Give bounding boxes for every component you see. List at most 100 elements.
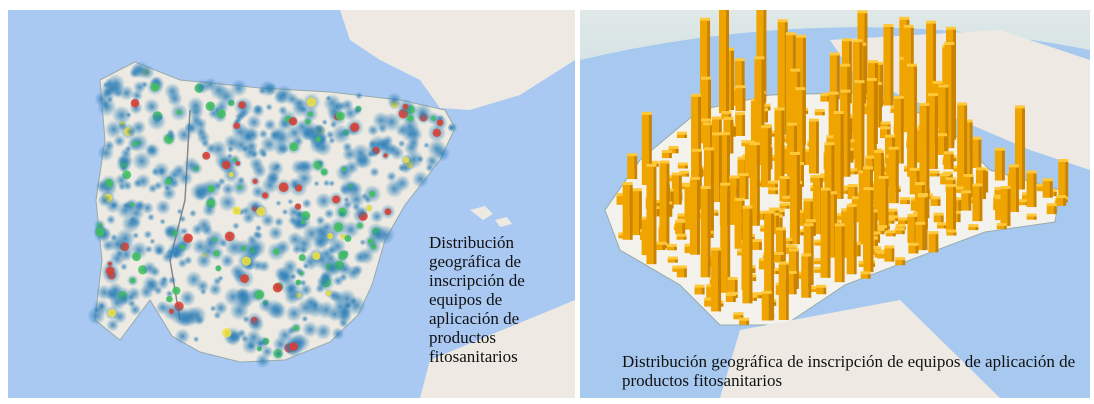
heat-spot (143, 230, 152, 239)
bar-side (946, 186, 953, 233)
bar-top (735, 58, 745, 61)
bar-side (669, 203, 672, 216)
bar-top (752, 239, 762, 242)
bar-side (704, 300, 711, 307)
heat-core (279, 182, 289, 192)
bar-top (946, 27, 956, 30)
heat-spot (129, 304, 141, 316)
heat-core (132, 141, 137, 146)
bar-side (928, 233, 935, 252)
heat-spot (168, 276, 176, 284)
heat-spot (118, 183, 126, 191)
heat-spot (317, 275, 331, 289)
bar-side (957, 104, 964, 192)
bar-side (854, 206, 857, 274)
heat-core (132, 252, 141, 261)
bar-top (721, 111, 731, 114)
heat-spot (132, 61, 150, 79)
heat-core (369, 191, 375, 197)
heat-core (385, 208, 392, 215)
bar-top (880, 126, 890, 129)
heat-spot (143, 98, 159, 114)
bar-top (861, 271, 871, 274)
heat-spot (315, 216, 325, 226)
bar-side (1034, 172, 1037, 207)
heat-core (238, 101, 245, 108)
bar-top (704, 147, 714, 150)
heat-spot (338, 210, 346, 218)
bar-side (870, 189, 873, 272)
bar-side (1027, 172, 1034, 207)
heat-spot (296, 170, 314, 188)
bar-top (796, 35, 806, 38)
bar-top (729, 175, 739, 178)
heat-spot (157, 115, 163, 121)
bar-top (883, 24, 893, 27)
bar-side (875, 239, 878, 247)
heat-core (305, 119, 311, 125)
heat-core (255, 290, 264, 299)
heat-spot (314, 181, 320, 187)
bar-side (809, 121, 816, 174)
heat-core (183, 233, 193, 243)
bar-top (918, 194, 928, 197)
bar-side (695, 287, 702, 295)
bar-side (978, 139, 981, 168)
bar-side (1065, 161, 1068, 198)
heat-spot (248, 316, 264, 332)
bar-side (983, 169, 986, 199)
bar-side (821, 190, 828, 278)
bar-top (946, 230, 956, 233)
bar-top (863, 166, 873, 169)
heat-spot (168, 168, 181, 181)
heat-spot (315, 323, 332, 340)
heat-core (177, 110, 182, 115)
bar-top (728, 277, 738, 280)
heat-spot (352, 264, 363, 275)
heat-spot (179, 215, 186, 222)
bar-top (830, 52, 840, 55)
heat-spot (295, 235, 313, 253)
heat-spot (404, 140, 419, 155)
bar-top (848, 184, 858, 187)
bar-top (813, 175, 823, 178)
heat-core (95, 227, 104, 236)
bar-top (879, 176, 889, 179)
bar-top (938, 84, 948, 87)
bar-side (703, 124, 710, 149)
heat-spot (106, 319, 119, 332)
bar-side (797, 154, 800, 244)
heat-spot (339, 262, 352, 275)
bar-top (946, 177, 956, 180)
heat-core (336, 112, 345, 121)
heat-core (202, 152, 210, 160)
heat-spot (132, 232, 139, 239)
bar-top (895, 257, 905, 260)
bar-top (1058, 159, 1068, 162)
heat-core (169, 309, 174, 314)
heat-spot (116, 154, 128, 166)
heat-core (172, 287, 180, 295)
bar-top (701, 119, 711, 122)
bar-side (617, 195, 624, 205)
bar-side (835, 225, 842, 282)
heat-spot (131, 90, 143, 102)
bar-top (868, 60, 878, 63)
bar-top (863, 187, 873, 190)
bar-top (940, 173, 950, 176)
heat-spot (175, 328, 191, 344)
bar-top (937, 133, 947, 136)
heat-spot (153, 162, 170, 179)
heat-spot (425, 163, 434, 172)
bar-side (801, 255, 808, 297)
bar-top (824, 142, 834, 145)
heat-spot (369, 148, 378, 157)
bar-top (712, 116, 722, 119)
heat-spot (377, 123, 387, 133)
heat-spot (273, 336, 289, 352)
heat-core (289, 117, 297, 125)
heat-spot (142, 261, 157, 276)
heat-spot (300, 279, 307, 286)
bar-side (720, 185, 727, 293)
bar-top (790, 69, 800, 72)
